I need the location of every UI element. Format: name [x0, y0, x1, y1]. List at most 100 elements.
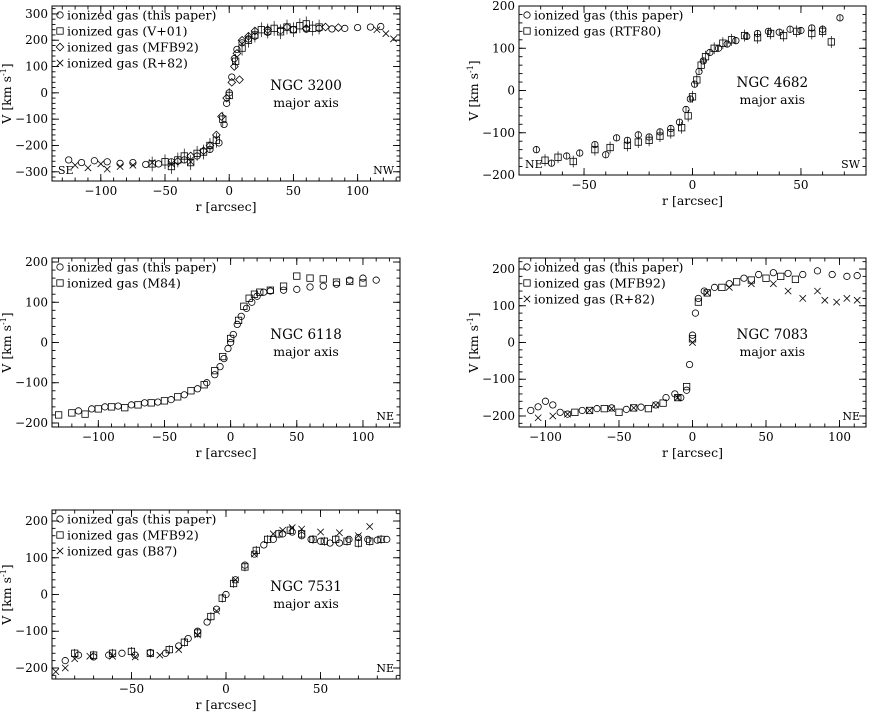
data-point — [229, 62, 239, 71]
data-point — [199, 146, 208, 156]
data-point — [222, 93, 232, 103]
data-point — [725, 280, 733, 288]
data-point — [229, 330, 237, 339]
data-point — [799, 294, 807, 302]
data-point — [733, 278, 741, 286]
data-point — [688, 335, 697, 343]
data-point — [341, 24, 349, 32]
y-axis-label-close: ] — [0, 564, 14, 569]
data-point — [615, 408, 623, 416]
y-tick-label: 0 — [40, 588, 48, 602]
x-tick-label: −50 — [571, 178, 596, 192]
data-point — [701, 53, 710, 61]
data-point — [697, 61, 705, 69]
data-point — [231, 576, 240, 584]
data-point — [747, 276, 755, 284]
data-point — [237, 312, 245, 320]
data-point — [564, 410, 572, 418]
y-axis-label-close: ] — [466, 312, 481, 317]
data-point — [154, 160, 163, 168]
data-point — [213, 607, 221, 615]
data-point — [377, 535, 385, 543]
y-axis-label: V [km s-1] — [466, 60, 481, 121]
data-point — [819, 27, 827, 35]
data-point — [223, 99, 231, 107]
data-point — [161, 649, 170, 657]
data-point — [683, 386, 691, 394]
data-point — [238, 44, 246, 52]
y-axis-label-sup: -1 — [0, 68, 8, 76]
data-point — [217, 112, 226, 121]
data-point — [602, 151, 610, 159]
data-point — [674, 394, 682, 402]
data-point — [593, 405, 601, 413]
data-point — [766, 29, 775, 38]
y-tick-label: 0 — [40, 86, 48, 100]
chart-panel-ngc-7083: −100 −50 0 50 100 −200 −100 0 100 200 r [arcsec] V … — [466, 257, 867, 460]
data-point — [264, 535, 272, 543]
data-point — [693, 76, 701, 84]
data-point — [333, 23, 343, 32]
legend-label: ionized gas (RTF80) — [534, 24, 661, 39]
data-point — [61, 657, 69, 665]
data-point — [167, 162, 176, 171]
x-tick-label: 100 — [346, 184, 369, 198]
y-axis-label-main: V [km s — [0, 577, 14, 626]
data-point — [194, 629, 202, 637]
y-tick-label: −300 — [15, 165, 48, 179]
y-tick-label: −200 — [15, 138, 48, 152]
galaxy-subtitle: major axis — [740, 92, 806, 107]
data-point — [827, 38, 835, 46]
data-point — [694, 298, 702, 306]
data-point — [199, 148, 208, 156]
data-point — [549, 412, 557, 420]
data-point — [194, 631, 202, 639]
data-series-square — [541, 25, 835, 168]
data-point — [219, 352, 227, 361]
data-point — [534, 403, 542, 411]
data-point — [309, 535, 317, 543]
data-point — [55, 411, 63, 419]
data-point — [86, 652, 94, 660]
data-point — [250, 550, 258, 558]
data-point — [706, 48, 714, 57]
data-point — [659, 399, 667, 407]
data-point — [237, 35, 247, 45]
data-point — [218, 594, 226, 602]
data-point — [684, 112, 692, 120]
data-point — [103, 158, 111, 166]
data-point — [306, 274, 314, 282]
data-point — [563, 410, 572, 418]
data-point — [94, 405, 102, 413]
y-tick-label: 100 — [492, 41, 515, 55]
data-series-square — [571, 272, 800, 416]
data-point — [719, 39, 727, 47]
data-point — [286, 526, 294, 534]
y-tick-label: 0 — [40, 336, 48, 350]
data-point — [740, 31, 749, 40]
data-point — [212, 136, 220, 144]
data-point — [585, 406, 594, 415]
data-point — [193, 385, 202, 393]
data-point — [301, 24, 311, 33]
data-point — [799, 270, 807, 279]
data-point — [302, 20, 310, 28]
data-point — [244, 31, 253, 41]
y-tick-label: 100 — [25, 551, 48, 565]
data-point — [175, 646, 183, 654]
data-point — [52, 668, 60, 676]
data-point — [148, 159, 156, 167]
data-point — [235, 75, 244, 85]
legend-marker-cross — [523, 295, 531, 303]
chart-panel-ngc-6118: −100 −50 0 50 100 −200 −100 0 100 200 r [arcsec] V … — [0, 255, 401, 460]
data-point — [732, 37, 740, 45]
data-point — [678, 124, 686, 132]
data-point — [315, 23, 323, 31]
data-point — [279, 286, 288, 294]
data-point — [234, 316, 243, 324]
data-point — [813, 267, 822, 275]
data-point — [288, 524, 296, 532]
y-axis-label: V [km s-1] — [466, 312, 481, 373]
data-point — [319, 275, 327, 283]
data-point — [747, 280, 755, 288]
